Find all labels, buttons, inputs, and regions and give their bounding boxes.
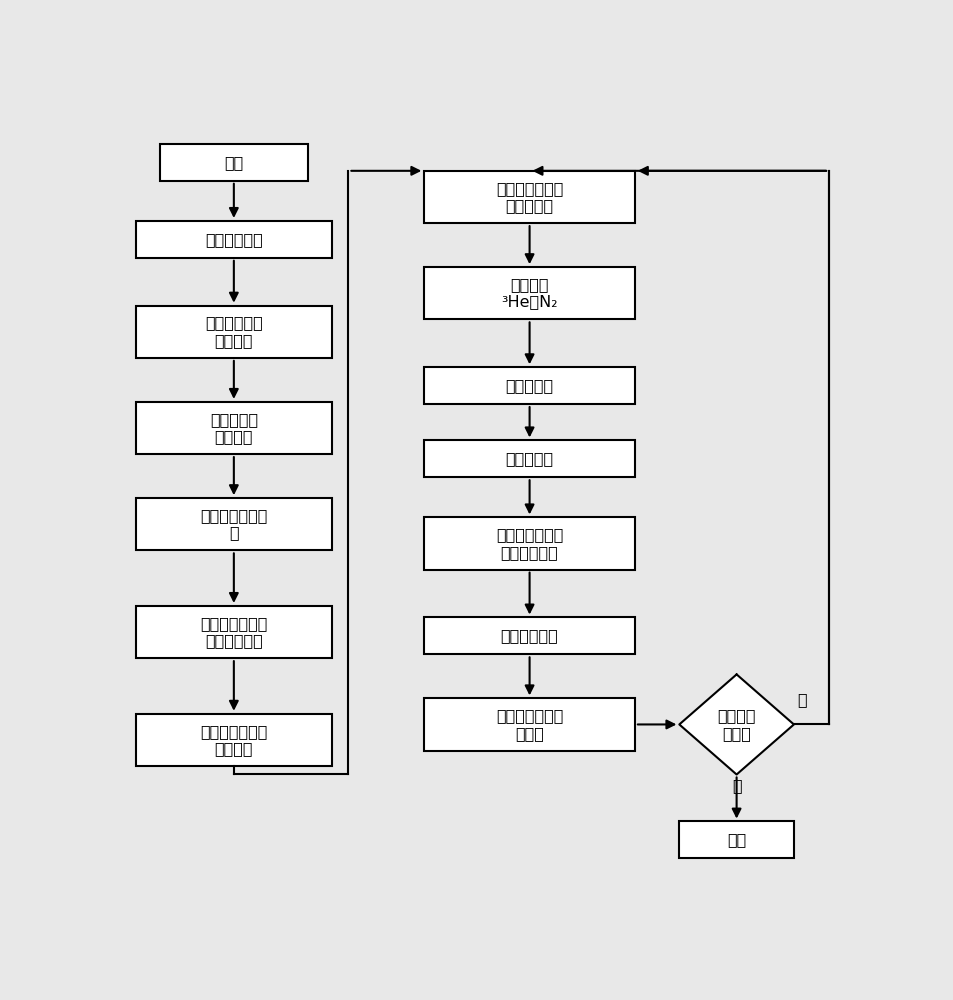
FancyBboxPatch shape — [679, 821, 793, 858]
Text: 切断极化腔上部
玻璃支管: 切断极化腔上部 玻璃支管 — [200, 724, 267, 756]
Text: 切断凹槽右侧装
置: 切断凹槽右侧装 置 — [200, 508, 267, 540]
FancyBboxPatch shape — [135, 498, 332, 550]
Polygon shape — [679, 674, 793, 774]
FancyBboxPatch shape — [135, 606, 332, 658]
Text: 打开毛细玻璃管
上高真空阀门: 打开毛细玻璃管 上高真空阀门 — [496, 527, 562, 560]
FancyBboxPatch shape — [424, 267, 635, 319]
Text: 是: 是 — [797, 692, 806, 707]
Text: 再次加热碱金属
移至极化腔内: 再次加热碱金属 移至极化腔内 — [200, 616, 267, 648]
Text: 开始: 开始 — [224, 155, 243, 170]
FancyBboxPatch shape — [424, 171, 635, 223]
Text: 设置气体流量计
打开电磁阀: 设置气体流量计 打开电磁阀 — [496, 181, 562, 213]
FancyBboxPatch shape — [424, 440, 635, 477]
Text: 提取极化气体: 提取极化气体 — [500, 628, 558, 643]
FancyBboxPatch shape — [424, 617, 635, 654]
FancyBboxPatch shape — [135, 306, 332, 358]
FancyBboxPatch shape — [160, 144, 308, 181]
Text: 放置碱金属至
蒸馏瓶底: 放置碱金属至 蒸馏瓶底 — [205, 316, 262, 348]
Text: 结束: 结束 — [726, 832, 745, 847]
Text: 关闭所有阀门: 关闭所有阀门 — [205, 232, 262, 247]
FancyBboxPatch shape — [424, 367, 635, 404]
FancyBboxPatch shape — [135, 714, 332, 766]
FancyBboxPatch shape — [135, 221, 332, 258]
Text: 关闭电磁阀: 关闭电磁阀 — [505, 378, 553, 393]
Text: 先后充入
³He、N₂: 先后充入 ³He、N₂ — [501, 277, 558, 309]
Text: 加热极化腔: 加热极化腔 — [505, 451, 553, 466]
Text: 冷却并测定剩余
碱金属: 冷却并测定剩余 碱金属 — [496, 708, 562, 741]
FancyBboxPatch shape — [424, 698, 635, 751]
Text: 是否含有
碱金属: 是否含有 碱金属 — [717, 708, 755, 741]
FancyBboxPatch shape — [135, 402, 332, 454]
Text: 否: 否 — [731, 778, 740, 793]
Text: 加热碱金属
移至凹槽: 加热碱金属 移至凹槽 — [210, 412, 257, 444]
FancyBboxPatch shape — [424, 517, 635, 570]
